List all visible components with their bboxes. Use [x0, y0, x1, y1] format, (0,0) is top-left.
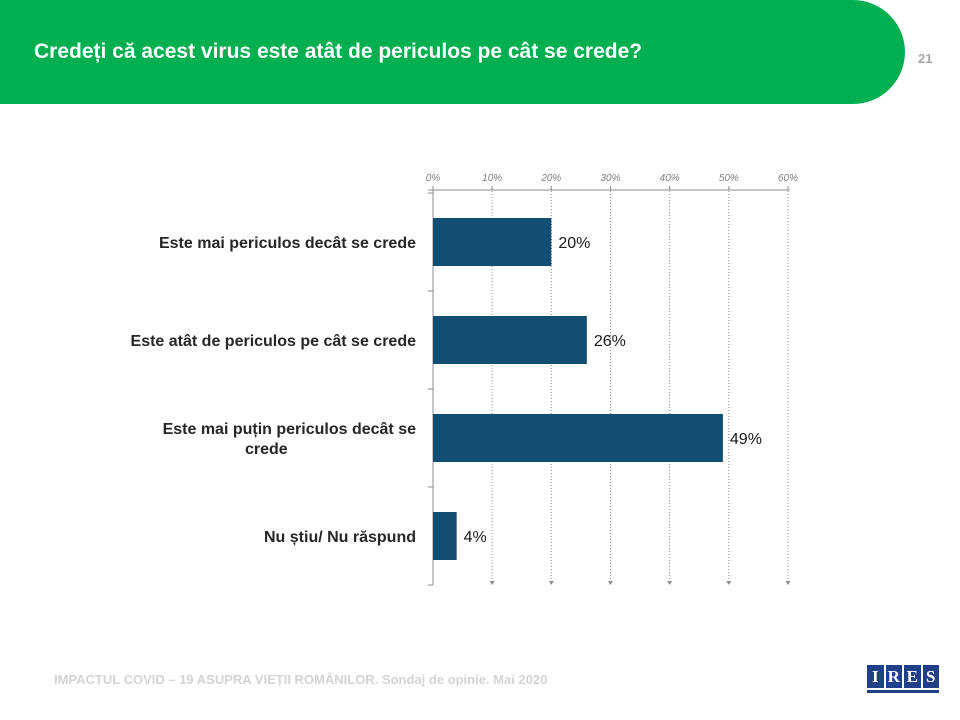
- gridline-marker: [726, 581, 732, 585]
- x-tick-label: 30%: [600, 173, 620, 184]
- page-number: 21: [918, 51, 933, 66]
- gridline-marker: [548, 581, 554, 585]
- category-label-line: Este mai puțin periculos decât se: [163, 421, 417, 438]
- category-label-line: Este atât de periculos pe cât se crede: [131, 333, 417, 350]
- gridline-marker: [608, 581, 613, 585]
- gridline-marker: [785, 581, 791, 585]
- x-tick-label: 50%: [719, 173, 739, 184]
- logo-letter: I: [867, 665, 884, 688]
- x-tick-label: 0%: [426, 173, 441, 184]
- category-label-line: crede: [245, 441, 288, 458]
- bar-value-label: 4%: [464, 529, 487, 546]
- header-band: [0, 0, 905, 104]
- bar-value-label: 20%: [558, 235, 590, 252]
- logo-underline: [867, 690, 939, 693]
- gridline-marker: [489, 581, 495, 585]
- bar: [433, 414, 723, 462]
- logo-letter: R: [885, 665, 902, 688]
- category-label-line: Nu știu/ Nu răspund: [264, 529, 416, 546]
- bar-value-label: 49%: [730, 431, 762, 448]
- bar: [433, 512, 457, 560]
- category-label-line: Este mai periculos decât se crede: [159, 235, 416, 252]
- category-label: Este mai puțin periculos decât se crede: [163, 421, 417, 458]
- bar: [433, 316, 587, 364]
- bar-value-label: 26%: [594, 333, 626, 350]
- category-label: Nu știu/ Nu răspund: [264, 529, 416, 546]
- x-tick-label: 10%: [482, 173, 502, 184]
- category-label: Este atât de periculos pe cât se crede: [131, 333, 417, 350]
- logo-letter: E: [904, 665, 921, 688]
- logo-letter: S: [922, 665, 939, 688]
- footer-text: IMPACTUL COVID – 19 ASUPRA VIEȚII ROMÂNI…: [54, 672, 548, 687]
- category-label: Este mai periculos decât se crede: [159, 235, 416, 252]
- ires-logo: I R E S: [867, 665, 939, 695]
- bar: [433, 218, 552, 266]
- x-tick-label: 40%: [660, 173, 680, 184]
- slide-title: Credeți că acest virus este atât de peri…: [34, 40, 643, 63]
- x-tick-label: 20%: [540, 173, 561, 184]
- x-tick-label: 60%: [778, 173, 798, 184]
- gridline-marker: [667, 581, 673, 585]
